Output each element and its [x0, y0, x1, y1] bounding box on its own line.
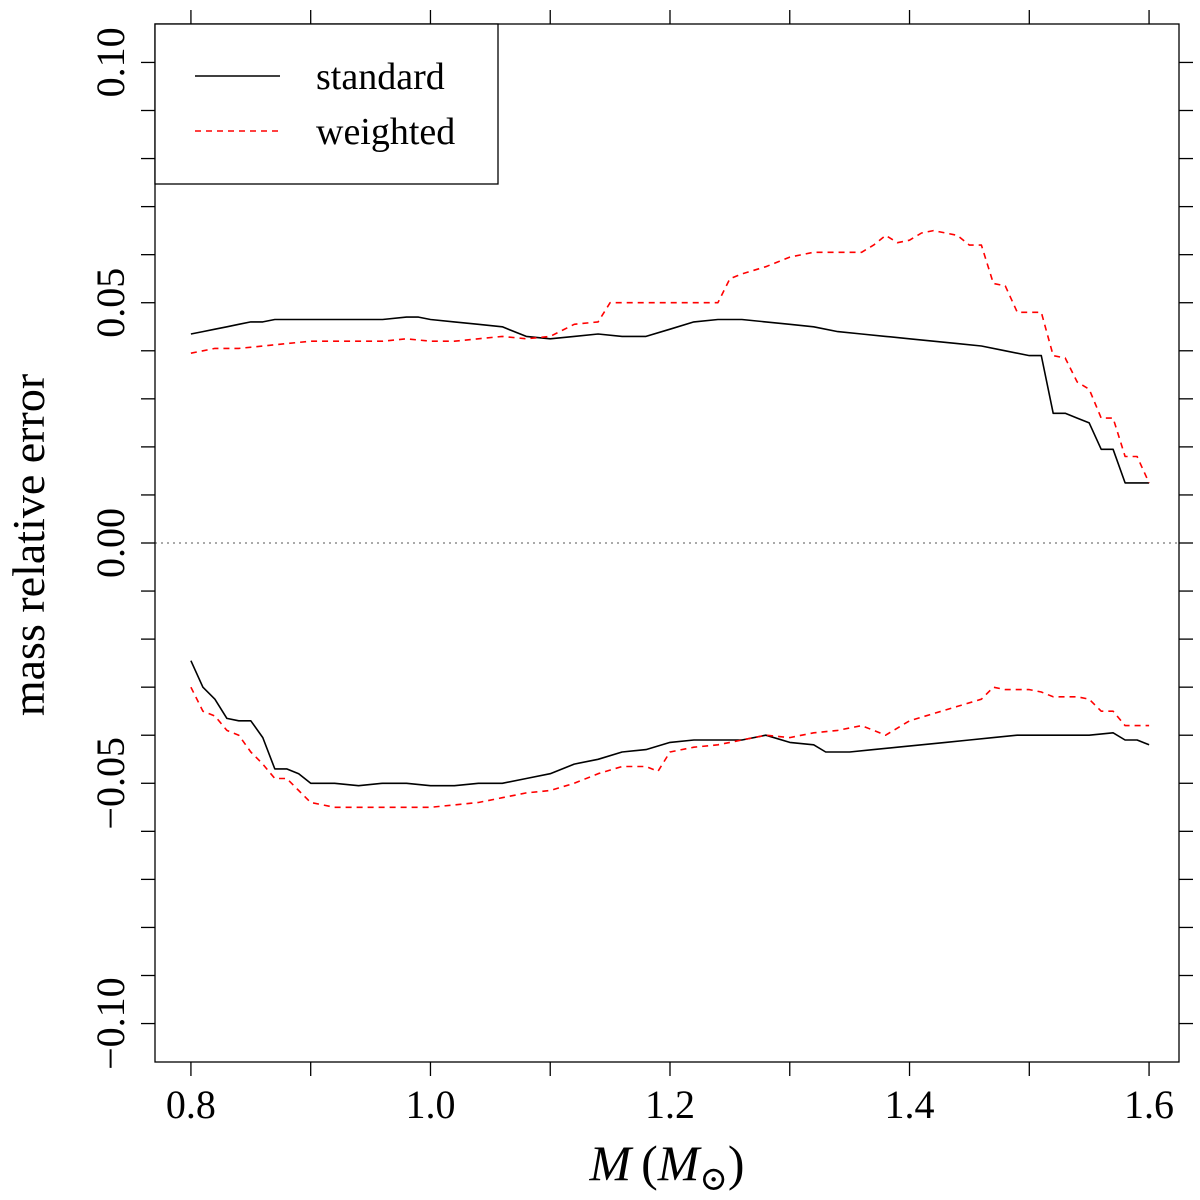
y-tick-label: −0.05 [88, 737, 133, 830]
y-axis-title: mass relative error [3, 374, 54, 716]
x-tick-label: 1.0 [405, 1082, 455, 1127]
x-tick-label: 1.2 [645, 1082, 695, 1127]
y-tick-label: 0.05 [88, 268, 133, 338]
legend-label-standard: standard [316, 56, 445, 98]
x-axis-title-unit-subscript: ⊙ [699, 1161, 728, 1198]
x-axis-title-variable: M [588, 1135, 633, 1191]
series-line-weighted-lower [190, 686, 1150, 809]
legend-box [154, 23, 499, 185]
x-tick-label: 0.8 [166, 1082, 216, 1127]
series-line-standard-upper [190, 316, 1150, 484]
legend-label-weighted: weighted [316, 111, 455, 153]
legend: standard weighted [154, 23, 499, 185]
x-axis-title-unit: M [657, 1135, 702, 1191]
series-line-weighted-upper [190, 229, 1150, 484]
series-line-standard-lower [190, 660, 1150, 787]
x-axis-title-open-paren: ( [641, 1135, 658, 1191]
axis-ticks-layer [141, 10, 1193, 1076]
x-axis-title-close-paren: ) [728, 1135, 745, 1191]
x-tick-label: 1.6 [1124, 1082, 1174, 1127]
y-tick-label: −0.10 [88, 977, 133, 1070]
y-tick-label: 0.00 [88, 508, 133, 578]
x-tick-label: 1.4 [885, 1082, 935, 1127]
x-axis-title: M (M⊙) [588, 1135, 744, 1198]
axis-tick-labels-layer: 0.8 1.0 1.2 1.4 1.6 −0.10 −0.05 0.00 0.05 0.10 [88, 27, 1174, 1127]
y-tick-label: 0.10 [88, 27, 133, 97]
plot-series-layer [155, 229, 1179, 809]
